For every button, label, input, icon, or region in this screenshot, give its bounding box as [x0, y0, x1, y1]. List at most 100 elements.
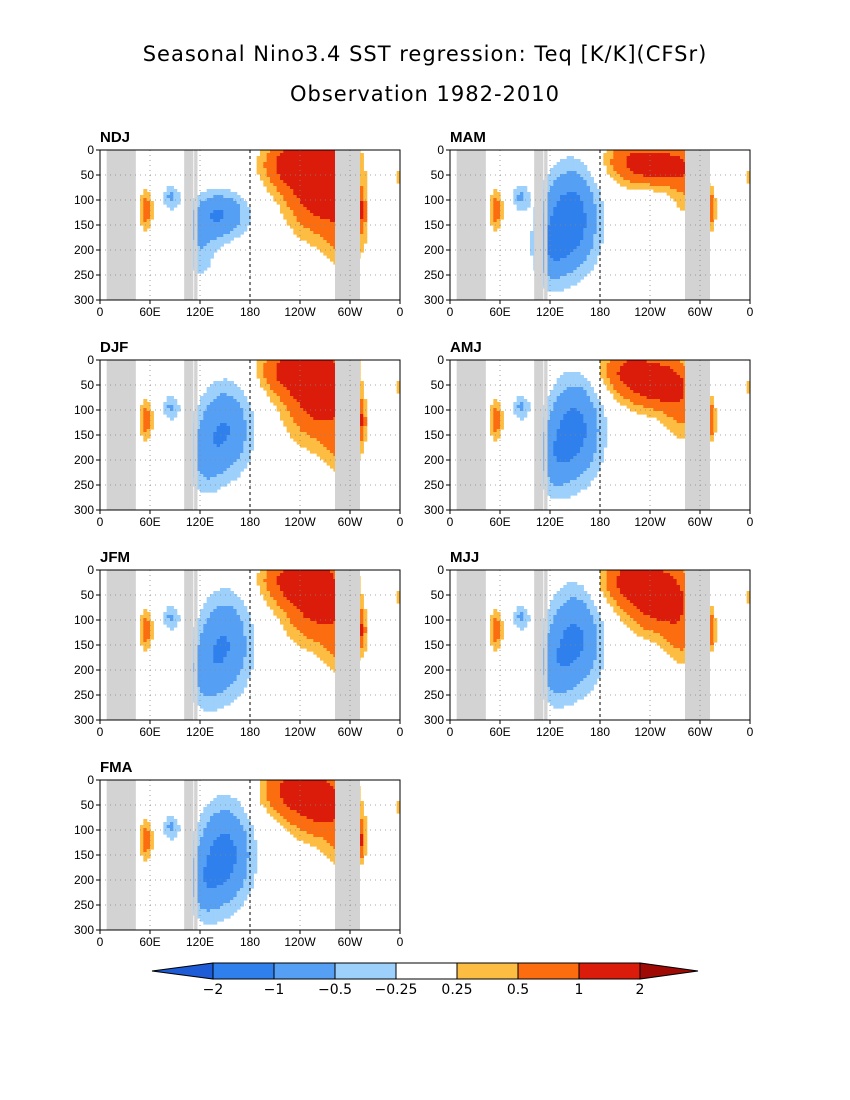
contour-cell: [260, 156, 264, 160]
contour-cell: [553, 471, 558, 475]
contour-cell: [140, 408, 144, 412]
contour-cell: [546, 249, 551, 253]
contour-cell: [300, 360, 304, 364]
contour-cell: [280, 195, 284, 199]
contour-cell: [523, 207, 528, 211]
contour-cell: [286, 369, 291, 373]
contour-cell: [146, 408, 151, 412]
contour-cell: [276, 165, 281, 169]
contour-cell: [580, 462, 584, 466]
contour-cell: [310, 240, 314, 244]
contour-cell: [306, 222, 311, 226]
contour-cell: [610, 168, 614, 172]
contour-cell: [523, 414, 528, 418]
contour-cell: [306, 366, 311, 370]
panel-title: NDJ: [100, 129, 130, 146]
contour-cell: [516, 189, 521, 193]
contour-cell: [323, 450, 328, 454]
contour-cell: [223, 402, 228, 406]
contour-cell: [663, 153, 668, 157]
contour-cell: [216, 471, 221, 475]
contour-cell: [196, 198, 201, 202]
contour-cell: [556, 396, 561, 400]
contour-cell: [363, 414, 368, 418]
contour-cell: [263, 372, 268, 376]
contour-cell: [556, 180, 561, 184]
contour-cell: [566, 396, 571, 400]
contour-cell: [643, 168, 648, 172]
contour-cell: [213, 477, 218, 481]
contour-field: [490, 150, 750, 292]
contour-cell: [646, 177, 651, 181]
contour-cell: [326, 438, 331, 442]
contour-cell: [676, 201, 681, 205]
contour-cell: [273, 369, 278, 373]
contour-cell: [203, 246, 208, 250]
contour-cell: [556, 288, 561, 292]
contour-cell: [150, 420, 154, 424]
contour-cell: [290, 189, 294, 193]
contour-cell: [640, 159, 644, 163]
contour-cell: [203, 438, 208, 442]
contour-cell: [206, 423, 211, 427]
contour-cell: [196, 480, 201, 484]
contour-cell: [303, 159, 308, 163]
contour-cell: [560, 483, 564, 487]
contour-cell: [323, 168, 328, 172]
contour-cell: [323, 195, 328, 199]
contour-cell: [566, 390, 571, 394]
contour-cell: [310, 198, 314, 202]
contour-cell: [293, 429, 298, 433]
contour-cell: [303, 219, 308, 223]
contour-cell: [223, 444, 228, 448]
contour-cell: [226, 411, 231, 415]
contour-cell: [560, 411, 564, 415]
contour-cell: [323, 438, 328, 442]
contour-cell: [656, 180, 661, 184]
contour-cell: [563, 396, 568, 400]
contour-cell: [546, 411, 551, 415]
contour-cell: [576, 450, 581, 454]
contour-cell: [303, 429, 308, 433]
contour-cell: [326, 240, 331, 244]
x-tick-label: 60W: [338, 515, 363, 529]
contour-cell: [320, 180, 324, 184]
contour-cell: [243, 459, 248, 463]
contour-cell: [230, 405, 234, 409]
contour-cell: [556, 483, 561, 487]
contour-cell: [583, 465, 588, 469]
contour-cell: [303, 207, 308, 211]
contour-cell: [266, 177, 271, 181]
contour-cell: [586, 219, 591, 223]
contour-cell: [310, 441, 314, 445]
contour-cell: [330, 198, 334, 202]
contour-cell: [210, 408, 214, 412]
contour-cell: [523, 399, 528, 403]
contour-cell: [586, 261, 591, 265]
contour-cell: [200, 438, 204, 442]
contour-cell: [656, 150, 661, 154]
contour-cell: [220, 474, 224, 478]
contour-cell: [266, 372, 271, 376]
contour-cell: [280, 207, 284, 211]
contour-cell: [313, 156, 318, 160]
contour-cell: [556, 219, 561, 223]
contour-cell: [626, 186, 631, 190]
contour-cell: [270, 168, 274, 172]
contour-cell: [610, 162, 614, 166]
contour-cell: [583, 432, 588, 436]
contour-cell: [313, 222, 318, 226]
contour-cell: [560, 288, 564, 292]
contour-cell: [496, 435, 501, 439]
contour-cell: [210, 249, 214, 253]
contour-cell: [320, 360, 324, 364]
contour-cell: [233, 402, 238, 406]
contour-cell: [276, 390, 281, 394]
contour-cell: [626, 168, 631, 172]
contour-cell: [573, 201, 578, 205]
contour-cell: [573, 468, 578, 472]
contour-cell: [276, 396, 281, 400]
contour-cell: [573, 210, 578, 214]
contour-cell: [283, 375, 288, 379]
